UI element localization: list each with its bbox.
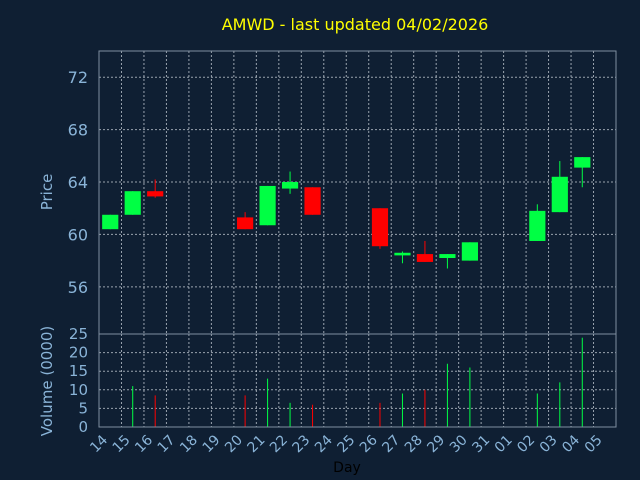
x-tick-label: 25: [334, 432, 358, 456]
x-tick-label: 16: [132, 432, 156, 456]
x-tick-label: 03: [537, 432, 561, 456]
x-tick-label: 21: [245, 432, 269, 456]
volume-bars: [132, 337, 583, 427]
x-tick-label: 19: [200, 432, 224, 456]
candle-body: [551, 176, 568, 213]
price-tick-label: 56: [68, 278, 88, 297]
volume-tick-label: 5: [78, 399, 88, 417]
x-tick-label: 18: [177, 432, 201, 456]
candle-body: [461, 242, 478, 261]
x-tick-label: 02: [514, 432, 538, 456]
x-tick-label: 17: [155, 432, 179, 456]
volume-panel-frame: [98, 333, 617, 428]
x-tick-label: 15: [110, 432, 134, 456]
candle-body: [439, 254, 456, 259]
x-tick-label: 01: [492, 432, 516, 456]
x-tick-label: 27: [379, 432, 403, 456]
volume-tick-label: 0: [78, 418, 88, 436]
candle-body: [371, 208, 389, 247]
candle-body: [124, 191, 141, 215]
x-tick-label: 31: [469, 432, 493, 456]
candle-body: [416, 254, 434, 262]
price-tick-label: 64: [68, 173, 88, 192]
candle-body: [394, 252, 411, 256]
x-tick-label: 04: [559, 432, 583, 456]
x-tick-label: 23: [290, 432, 314, 456]
candle-body: [102, 214, 119, 230]
plot-frames: [98, 50, 617, 428]
x-tick-label: 05: [582, 432, 606, 456]
x-tick-label: 28: [402, 432, 426, 456]
axis-tick-labels: 5660646872051015202514151617181920212223…: [68, 68, 606, 456]
candle-body: [304, 187, 321, 215]
x-tick-label: 20: [222, 432, 246, 456]
price-tick-label: 68: [68, 121, 88, 140]
price-axis-label: Price: [38, 174, 56, 211]
grid-lines: [99, 51, 616, 428]
x-tick-label: 22: [267, 432, 291, 456]
price-tick-label: 72: [68, 68, 88, 87]
candle-body: [259, 185, 276, 226]
volume-tick-label: 15: [69, 362, 88, 380]
candle-body: [237, 217, 254, 230]
volume-axis-label: Volume (0000): [38, 326, 56, 436]
price-panel-frame: [98, 50, 617, 335]
x-tick-label: 24: [312, 432, 336, 456]
volume-tick-label: 10: [69, 381, 88, 399]
price-candles: [102, 157, 591, 269]
candle-body: [147, 191, 164, 197]
volume-tick-label: 20: [69, 344, 88, 362]
price-tick-label: 60: [68, 225, 88, 244]
candle-body: [574, 157, 591, 168]
x-axis-label: Day: [333, 460, 361, 476]
candle-body: [529, 210, 546, 241]
x-tick-label: 14: [87, 432, 111, 456]
volume-tick-label: 25: [69, 325, 88, 343]
chart-title: AMWD - last updated 04/02/2026: [222, 15, 489, 34]
candle-body: [281, 182, 299, 189]
x-tick-label: 30: [447, 432, 471, 456]
x-tick-label: 26: [357, 432, 381, 456]
x-tick-label: 29: [424, 432, 448, 456]
